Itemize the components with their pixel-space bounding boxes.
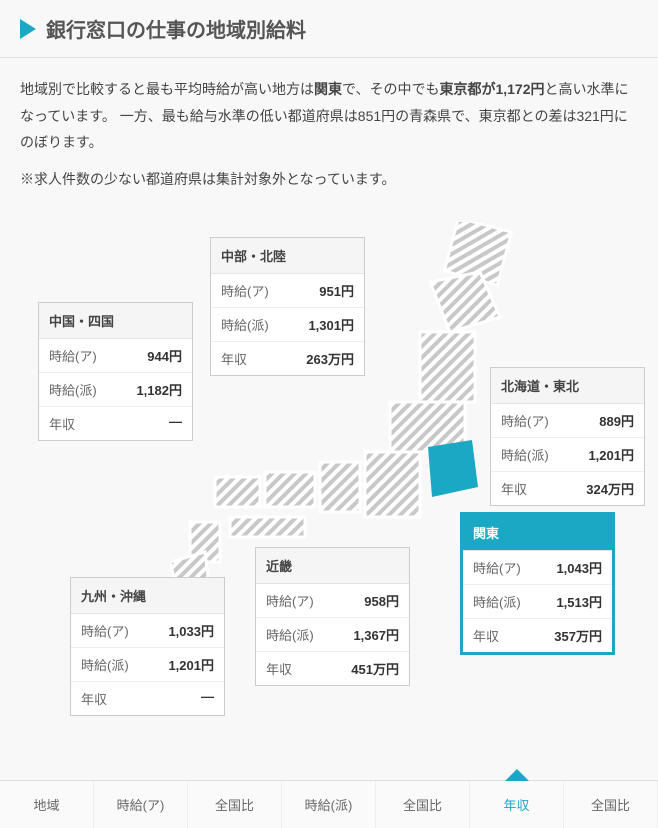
region-card-kyushu[interactable]: 九州・沖縄時給(ア)1,033円時給(派)1,201円年収—	[70, 577, 225, 716]
section-header: 銀行窓口の仕事の地域別給料	[0, 0, 658, 58]
row-nenshu: 年収357万円	[463, 619, 612, 652]
tab-2[interactable]: 全国比	[188, 781, 282, 828]
row-nenshu: 年収324万円	[491, 472, 644, 505]
tab-1[interactable]: 時給(ア)	[94, 781, 188, 828]
region-card-hokkaido[interactable]: 北海道・東北時給(ア)889円時給(派)1,201円年収324万円	[490, 367, 645, 506]
row-arbeit: 時給(ア)951円	[211, 274, 364, 308]
map-container: 中部・北陸時給(ア)951円時給(派)1,301円年収263万円中国・四国時給(…	[20, 202, 638, 762]
tab-5[interactable]: 年収	[470, 781, 564, 828]
row-arbeit: 時給(ア)944円	[39, 339, 192, 373]
row-haken: 時給(派)1,201円	[491, 438, 644, 472]
tab-4[interactable]: 全国比	[376, 781, 470, 828]
region-card-kinki[interactable]: 近畿時給(ア)958円時給(派)1,367円年収451万円	[255, 547, 410, 686]
description-2: ※求人件数の少ない都道府県は集計対象外となっています。	[20, 166, 638, 193]
tab-6[interactable]: 全国比	[564, 781, 658, 828]
region-name: 北海道・東北	[491, 368, 644, 404]
row-haken: 時給(派)1,367円	[256, 618, 409, 652]
region-name: 近畿	[256, 548, 409, 584]
row-nenshu: 年収—	[39, 407, 192, 440]
row-nenshu: 年収263万円	[211, 342, 364, 375]
region-card-chugoku[interactable]: 中国・四国時給(ア)944円時給(派)1,182円年収—	[38, 302, 193, 441]
region-name: 関東	[463, 515, 612, 551]
page-title: 銀行窓口の仕事の地域別給料	[46, 14, 306, 43]
row-nenshu: 年収451万円	[256, 652, 409, 685]
row-arbeit: 時給(ア)958円	[256, 584, 409, 618]
tab-3[interactable]: 時給(派)	[282, 781, 376, 828]
content: 地域別で比較すると最も平均時給が高い地方は関東で、その中でも東京都が1,172円…	[0, 58, 658, 780]
region-card-kanto[interactable]: 関東時給(ア)1,043円時給(派)1,513円年収357万円	[460, 512, 615, 655]
row-arbeit: 時給(ア)1,033円	[71, 614, 224, 648]
row-nenshu: 年収—	[71, 682, 224, 715]
region-name: 中国・四国	[39, 303, 192, 339]
row-arbeit: 時給(ア)1,043円	[463, 551, 612, 585]
tab-pointer	[505, 769, 529, 781]
row-arbeit: 時給(ア)889円	[491, 404, 644, 438]
row-haken: 時給(派)1,201円	[71, 648, 224, 682]
triangle-icon	[20, 19, 36, 39]
description-1: 地域別で比較すると最も平均時給が高い地方は関東で、その中でも東京都が1,172円…	[20, 76, 638, 156]
region-name: 中部・北陸	[211, 238, 364, 274]
region-card-chubu[interactable]: 中部・北陸時給(ア)951円時給(派)1,301円年収263万円	[210, 237, 365, 376]
row-haken: 時給(派)1,182円	[39, 373, 192, 407]
row-haken: 時給(派)1,301円	[211, 308, 364, 342]
row-haken: 時給(派)1,513円	[463, 585, 612, 619]
tab-bar: 地域時給(ア)全国比時給(派)全国比年収全国比	[0, 780, 658, 828]
tab-0[interactable]: 地域	[0, 781, 94, 828]
region-name: 九州・沖縄	[71, 578, 224, 614]
